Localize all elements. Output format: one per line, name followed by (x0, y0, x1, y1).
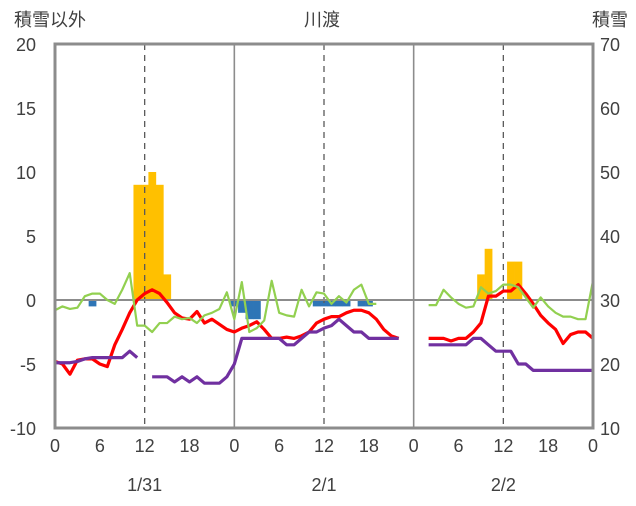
frame-layer (53, 42, 595, 430)
right-tick-label-5: 60 (600, 99, 620, 119)
right-tick-label-3: 40 (600, 227, 620, 247)
bar-1-5 (312, 300, 321, 307)
x-tick-label-9: 6 (453, 436, 463, 456)
x-tick-label-1: 6 (95, 436, 105, 456)
x-tick-label-5: 6 (274, 436, 284, 456)
day-label-1: 2/1 (311, 475, 336, 495)
bar-0-3 (155, 184, 164, 300)
x-tick-label-0: 0 (50, 436, 60, 456)
bar-1-6 (320, 300, 329, 307)
day-label-0: 1/31 (127, 475, 162, 495)
right-tick-label-6: 70 (600, 35, 620, 55)
line-series-1 (54, 272, 595, 334)
x-tick-label-7: 18 (359, 436, 379, 456)
bar-1-0 (88, 300, 97, 307)
bar-1-8 (335, 300, 343, 307)
right-tick-label-1: 20 (600, 355, 620, 375)
left-tick-label-0: -10 (10, 419, 36, 439)
left-tick-label-6: 20 (16, 35, 36, 55)
line-series-2 (55, 317, 593, 385)
left-axis-label: 積雪以外 (14, 10, 86, 30)
bar-0-2 (148, 172, 157, 300)
left-tick-label-4: 10 (16, 163, 36, 183)
bar-0-7 (507, 261, 515, 300)
x-tick-label-12: 0 (588, 436, 598, 456)
x-tick-label-4: 0 (229, 436, 239, 456)
right-axis-label: 積雪 (592, 10, 628, 30)
chart-title: 川渡 (304, 10, 340, 30)
bar-0-4 (163, 274, 172, 300)
bar-0-6 (484, 248, 493, 300)
x-tick-label-2: 12 (135, 436, 155, 456)
left-tick-label-1: -5 (20, 355, 36, 375)
x-tick-label-8: 0 (409, 436, 419, 456)
left-tick-label-3: 5 (26, 227, 36, 247)
right-tick-label-4: 50 (600, 163, 620, 183)
bar-0-0 (133, 184, 142, 300)
day-label-2: 2/2 (491, 475, 516, 495)
bar-1-4 (253, 300, 261, 320)
x-tick-label-11: 18 (538, 436, 558, 456)
left-tick-label-5: 15 (16, 99, 36, 119)
left-tick-label-2: 0 (26, 291, 36, 311)
right-tick-label-2: 30 (600, 291, 620, 311)
bar-1-2 (238, 300, 246, 313)
line-series-0 (54, 283, 595, 376)
right-tick-label-0: 10 (600, 419, 620, 439)
plot-frame (53, 42, 595, 430)
bar-1-3 (245, 300, 254, 320)
x-tick-label-6: 12 (314, 436, 334, 456)
lines-layer (54, 272, 595, 385)
bar-0-8 (514, 261, 523, 300)
x-tick-label-10: 12 (493, 436, 513, 456)
bar-1-10 (357, 300, 366, 307)
x-tick-label-3: 18 (179, 436, 199, 456)
